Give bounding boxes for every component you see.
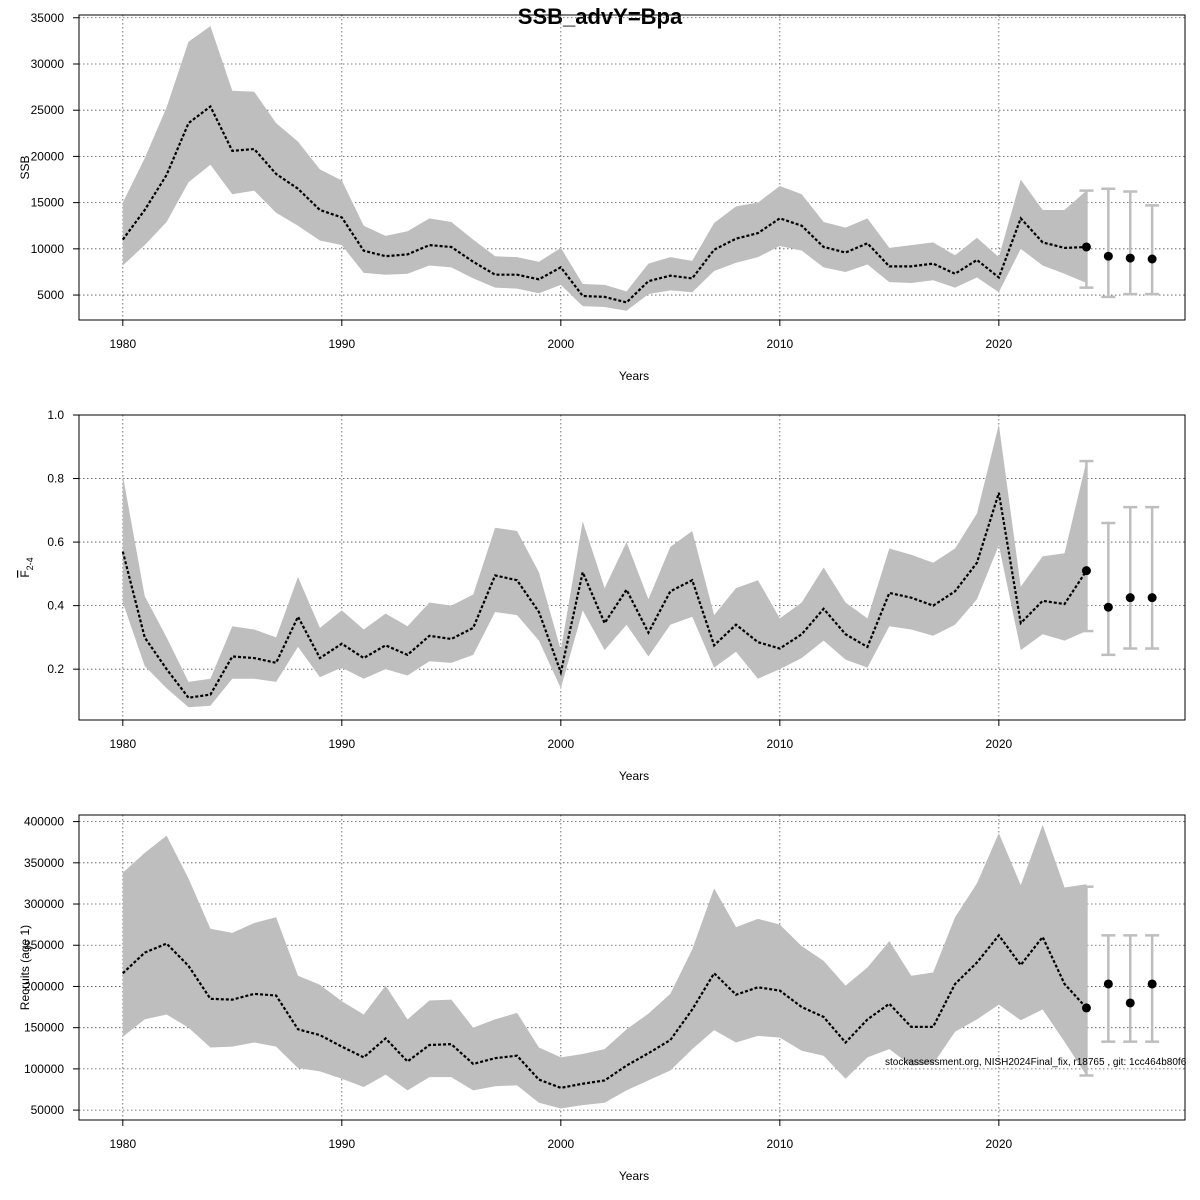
x-tick-label-1980: 1980 [109,1137,136,1151]
figure-title: SSB_advY=Bpa [518,4,683,29]
x-tick-label-2020: 2020 [985,1137,1012,1151]
forecast-errorbar-2024 [1079,189,1094,289]
forecast-errorbar-2025 [1101,521,1116,657]
y-tick-label-5: 30000 [31,57,65,71]
x-axis-label: Years [619,369,649,383]
forecast-point-2026 [1125,998,1135,1008]
y-axis-label-subscript: 2-4 [25,557,35,570]
estimate-line [121,104,1087,304]
y-tick-label-4: 250000 [24,938,64,952]
x-tick-label-2010: 2010 [766,737,793,751]
x-tick-label-1990: 1990 [328,1137,355,1151]
forecast-point-2025 [1103,979,1113,989]
x-tick-label-2010: 2010 [766,1137,793,1151]
x-tick-label-2000: 2000 [547,1137,574,1151]
forecast-point-2026 [1125,593,1135,603]
plot-frame [78,414,1186,721]
y-tick-label-3: 20000 [31,149,65,163]
forecast-point-2024 [1081,1003,1091,1013]
confidence-band [122,26,1087,311]
forecast-point-2025 [1103,602,1113,612]
forecast-errorbar-2027 [1145,934,1160,1043]
x-tick-label-2010: 2010 [766,337,793,351]
x-tick-label-2000: 2000 [547,337,574,351]
plot-frame [78,14,1186,321]
y-tick-label-2: 150000 [24,1021,64,1035]
forecast-errorbar-2024 [1079,459,1094,633]
y-tick-label-2: 15000 [31,196,65,210]
y-tick-label-5: 300000 [24,897,64,911]
x-tick-label-1980: 1980 [109,337,136,351]
forecast-errorbar-2026 [1123,934,1138,1043]
footer-credit: stockassessment.org, NISH2024Final_fix, … [885,1057,1187,1068]
y-tick-label-1: 10000 [31,242,65,256]
forecast-point-2024 [1081,566,1091,576]
estimate-line [121,492,1088,699]
x-tick-label-2020: 2020 [985,737,1012,751]
x-tick-label-1990: 1990 [328,337,355,351]
y-axis-label-main: F [18,570,32,577]
forecast-point-2024 [1081,242,1091,252]
y-tick-label-0: 50000 [31,1103,65,1117]
x-tick-label-2000: 2000 [547,737,574,751]
y-tick-label-3: 0.8 [47,472,64,486]
x-tick-label-1990: 1990 [328,737,355,751]
forecast-point-2026 [1125,253,1135,263]
y-axis-label: F2-4 [18,557,35,577]
forecast-point-2027 [1147,979,1157,989]
y-tick-label-6: 350000 [24,856,64,870]
y-tick-label-1: 100000 [24,1062,64,1076]
forecast-errorbar-2026 [1123,190,1138,296]
panel-1: 1980 1990 2000 2010 2020 5000 10000 15000 20000 2… [18,11,1186,383]
forecast-errorbar-2026 [1123,505,1138,650]
plot-frame [78,814,1186,1121]
forecast-errorbar-2027 [1145,204,1160,296]
y-tick-label-3: 200000 [24,979,64,993]
y-tick-label-1: 0.4 [47,599,64,613]
x-tick-label-2020: 2020 [985,337,1012,351]
confidence-band [122,424,1087,708]
y-tick-label-0: 5000 [37,288,64,302]
y-axis-label: Recruits (age 1) [18,925,32,1010]
forecast-errorbar-2025 [1101,187,1116,299]
panel-3: 1980 1990 2000 2010 2020 50000 100000 150000 200… [18,814,1186,1183]
panel-2: 1980 1990 2000 2010 2020 0.2 0.4 0.6 0.8 1.0 Years… [18,408,1186,783]
x-axis-label: Years [619,1169,649,1183]
confidence-band [122,824,1087,1109]
forecast-point-2025 [1103,251,1113,261]
forecast-point-2027 [1147,254,1157,264]
y-tick-label-6: 35000 [31,11,65,25]
y-tick-label-4: 25000 [31,103,65,117]
forecast-errorbar-2024 [1079,885,1094,1077]
y-tick-label-0: 0.2 [47,662,64,676]
forecast-point-2027 [1147,593,1157,603]
forecast-errorbar-2025 [1101,934,1116,1043]
y-tick-label-7: 400000 [24,815,64,829]
x-tick-label-1980: 1980 [109,737,136,751]
y-tick-label-4: 1.0 [47,408,64,422]
estimate-line [122,933,1088,1089]
y-axis-label: SSB [18,155,32,179]
forecast-errorbar-2027 [1145,505,1160,650]
x-axis-label: Years [619,769,649,783]
y-tick-label-2: 0.6 [47,535,64,549]
